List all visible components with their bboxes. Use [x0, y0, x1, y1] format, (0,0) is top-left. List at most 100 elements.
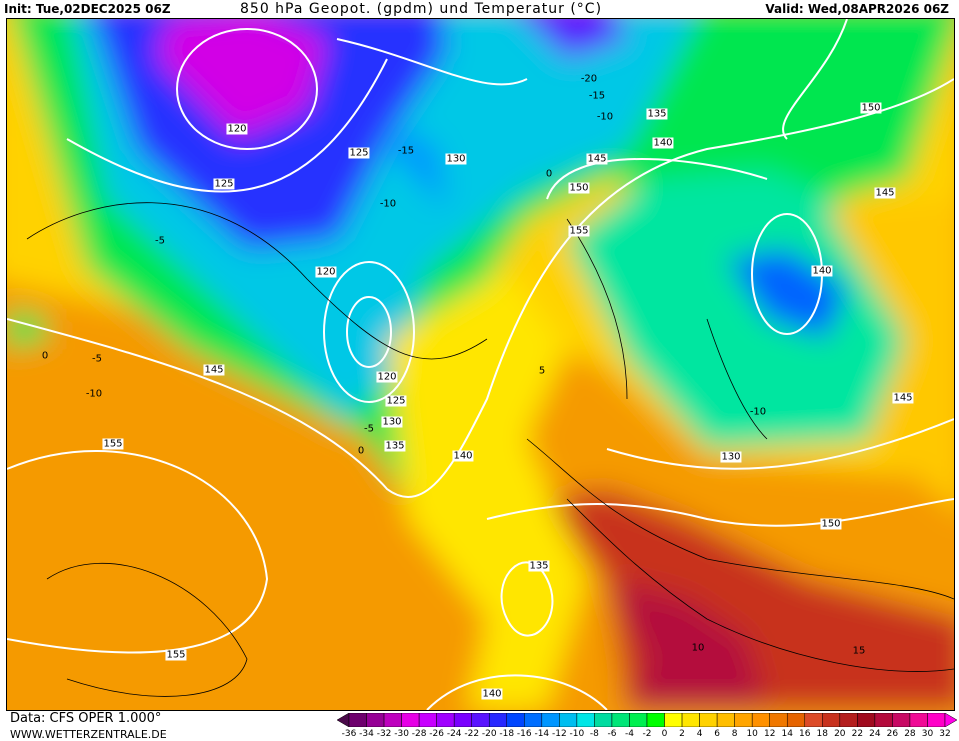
colorbar-tick-label: 2: [679, 729, 685, 739]
colorbar-swatch: [488, 713, 508, 727]
temperature-label: -10: [749, 406, 767, 418]
colorbar-tick-label: 12: [763, 729, 776, 739]
colorbar-tick-label: -14: [534, 729, 550, 739]
colorbar-tick-label: -36: [341, 729, 357, 739]
colorbar-tick-label: 20: [834, 729, 846, 739]
temperature-label: -10: [379, 198, 397, 210]
temperature-label: 10: [691, 642, 705, 654]
colorbar-tick-label: 30: [921, 729, 934, 739]
colorbar-tick-label: 32: [939, 729, 951, 739]
colorbar-swatch: [506, 713, 525, 727]
colorbar-tick-label: 6: [714, 729, 720, 739]
geopotential-label: 130: [720, 451, 742, 463]
geopotential-label: 125: [385, 395, 407, 407]
temperature-label: -20: [580, 73, 598, 85]
colorbar-tick-label: 4: [696, 729, 703, 739]
colorbar-swatch: [839, 713, 858, 727]
colorbar-tick-label: -24: [446, 729, 462, 739]
colorbar-swatch: [366, 713, 385, 727]
colorbar-swatch: [559, 713, 578, 727]
temperature-label: 0: [357, 445, 365, 457]
colorbar-swatch: [751, 713, 770, 727]
geopotential-label: 150: [568, 182, 590, 194]
geopotential-label: 145: [892, 392, 914, 404]
colorbar-swatch: [611, 713, 630, 727]
colorbar-tick-label: -32: [376, 729, 392, 739]
temperature-label: 5: [538, 365, 546, 377]
colorbar-tick-label: 26: [886, 729, 899, 739]
geopotential-label: 155: [165, 649, 187, 661]
geopotential-label: 135: [384, 440, 406, 452]
colorbar-tick-label: -10: [569, 729, 585, 739]
chart-title: 850 hPa Geopot. (gpdm) und Temperatur (°…: [240, 1, 603, 17]
colorbar-swatch: [524, 713, 543, 727]
geopotential-label: 120: [376, 371, 398, 383]
colorbar-tick-label: -4: [624, 729, 634, 739]
geopotential-label: 135: [646, 108, 668, 120]
colorbar-swatch: [734, 713, 753, 727]
colorbar-swatch: [337, 713, 350, 727]
colorbar-swatch: [629, 713, 648, 727]
geopotential-label: 155: [102, 438, 124, 450]
temperature-label: -10: [85, 388, 103, 400]
colorbar-tick-label: 8: [731, 729, 738, 739]
geopotential-label: 130: [445, 153, 467, 165]
temperature-label: -5: [364, 423, 374, 435]
temperature-field: [7, 19, 954, 710]
colorbar-swatch: [576, 713, 595, 727]
init-time: Init: Tue,02DEC2025 06Z: [4, 2, 171, 16]
geopotential-label: 145: [203, 364, 225, 376]
geopotential-label: 130: [381, 416, 403, 428]
temperature-label: 15: [852, 645, 866, 657]
colorbar-swatch: [453, 713, 472, 727]
colorbar-tick-label: -18: [499, 729, 515, 739]
weather-map: 120 125 125 130 135 140 145 150 155 150 …: [6, 18, 955, 711]
colorbar-swatch: [804, 713, 823, 727]
colorbar-swatch: [909, 713, 928, 727]
temperature-label: 0: [545, 168, 553, 180]
colorbar-tick-label: -12: [551, 729, 567, 739]
data-source: Data: CFS OPER 1.000°: [10, 711, 162, 726]
colorbar-tick-label: -2: [642, 729, 652, 739]
colorbar-tick-label: -8: [589, 729, 599, 739]
colorbar-tick-label: 24: [869, 729, 881, 739]
colorbar-swatch: [944, 713, 957, 727]
website: WWW.WETTERZENTRALE.DE: [10, 728, 167, 741]
colorbar-tick-label: -34: [359, 729, 374, 739]
geopotential-label: 145: [874, 187, 896, 199]
temperature-label: -5: [92, 353, 102, 365]
colorbar-swatch: [874, 713, 893, 727]
colorbar-tick-label: 14: [781, 729, 793, 739]
geopotential-label: 145: [586, 153, 608, 165]
colorbar-swatch: [348, 713, 367, 727]
colorbar-swatch: [822, 713, 841, 727]
colorbar-swatch: [594, 713, 613, 727]
colorbar-tick-label: -6: [607, 729, 617, 739]
colorbar-swatch: [892, 713, 911, 727]
colorbar-swatch: [383, 713, 402, 727]
colorbar-swatch: [418, 713, 437, 727]
colorbar-tick-label: -30: [394, 729, 409, 739]
geopotential-label: 140: [811, 265, 833, 277]
geopotential-label: 140: [481, 688, 503, 700]
geopotential-label: 120: [315, 266, 337, 278]
geopotential-label: 120: [226, 123, 248, 135]
colorbar-tick-label: -16: [516, 729, 532, 739]
temperature-label: -5: [155, 235, 165, 247]
geopotential-label: 125: [213, 178, 235, 190]
colorbar-swatch: [786, 713, 806, 727]
colorbar-tick-label: -28: [411, 729, 427, 739]
temperature-label: 0: [41, 350, 49, 362]
colorbar-swatch: [436, 713, 455, 727]
colorbar-swatch: [471, 713, 490, 727]
colorbar-swatch: [664, 713, 683, 727]
colorbar-tick-label: -20: [481, 729, 497, 739]
colorbar-tick-label: 16: [799, 729, 811, 739]
colorbar-swatch: [857, 713, 876, 727]
valid-time: Valid: Wed,08APR2026 06Z: [765, 2, 949, 16]
geopotential-label: 125: [348, 147, 370, 159]
colorbar-swatch: [699, 713, 718, 727]
colorbar-swatch: [541, 713, 560, 727]
colorbar-swatch: [716, 713, 735, 727]
colorbar-tick-label: 22: [851, 729, 864, 739]
